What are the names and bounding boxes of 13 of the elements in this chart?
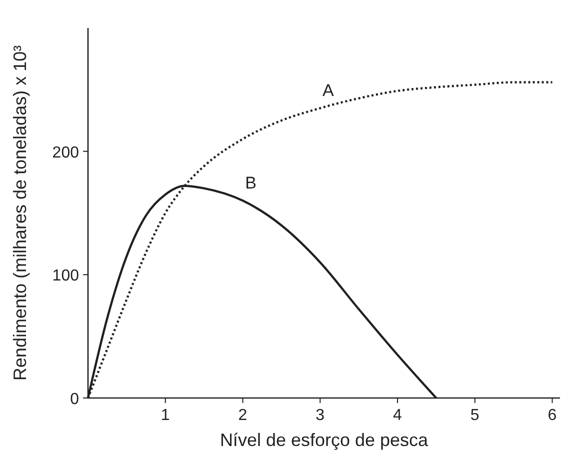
x-tick-label: 5	[470, 407, 480, 424]
y-axis-title: Rendimento (milhares de toneladas) x 10³	[10, 45, 30, 381]
x-tick-label: 3	[316, 407, 325, 424]
y-tick-label: 100	[52, 268, 80, 285]
x-axis-title: Nível de esforço de pesca	[220, 430, 430, 450]
y-tick-label: 0	[70, 391, 80, 408]
x-tick-label: 4	[393, 407, 402, 424]
series-label: B	[245, 174, 256, 193]
x-tick-label: 2	[238, 407, 248, 424]
y-tick-label: 200	[52, 144, 80, 162]
series-label: A	[322, 81, 334, 100]
x-tick-label: 1	[160, 407, 170, 424]
x-tick-label: 6	[548, 407, 557, 424]
